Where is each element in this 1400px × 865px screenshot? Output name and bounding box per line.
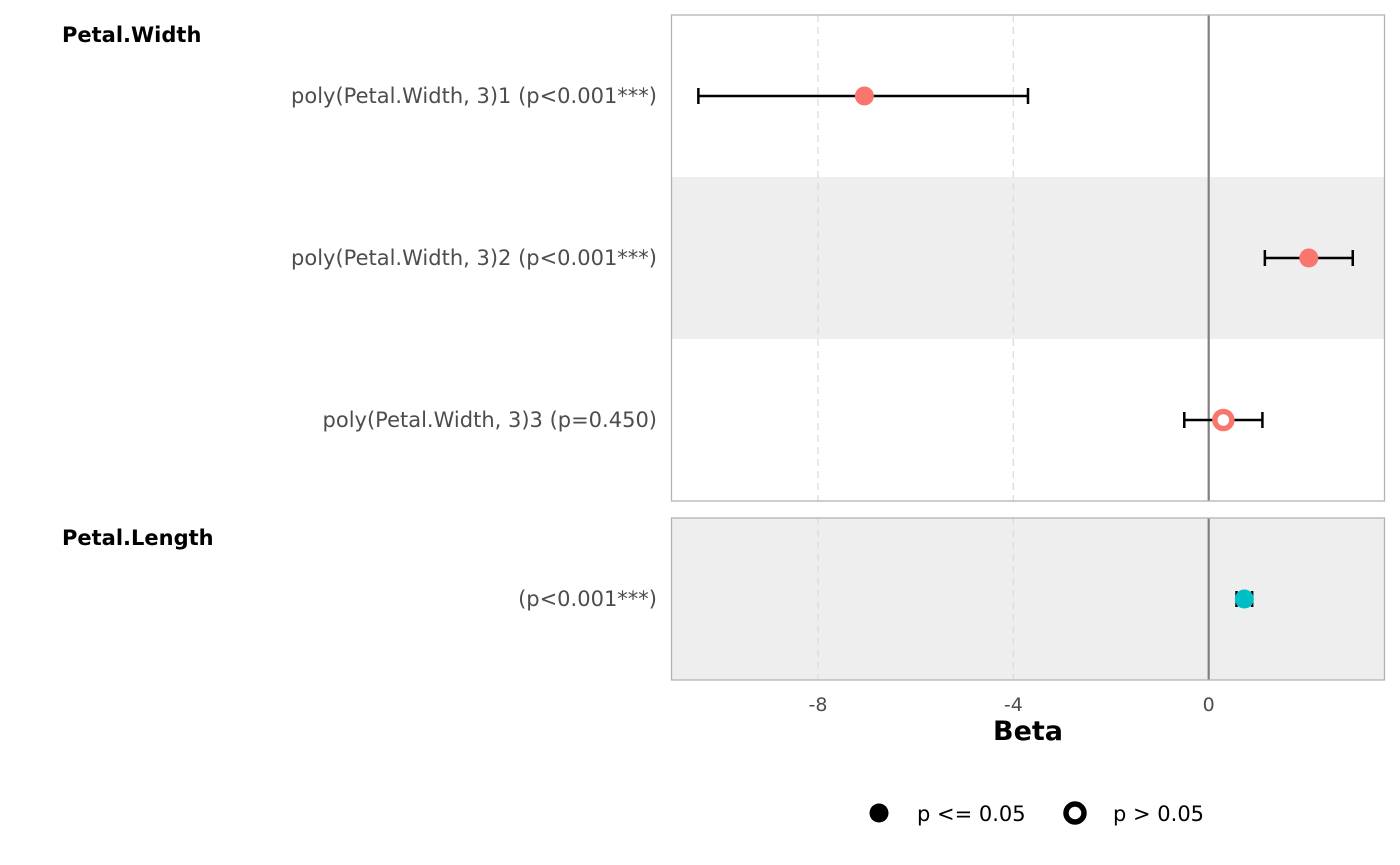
group-label: Petal.Length xyxy=(62,526,214,550)
estimate-point-open xyxy=(1212,408,1235,432)
legend-label: p <= 0.05 xyxy=(917,802,1026,826)
term-label: poly(Petal.Width, 3)1 (p<0.001***) xyxy=(291,84,657,108)
term-label: (p<0.001***) xyxy=(518,587,657,611)
estimate-point xyxy=(854,86,874,106)
x-axis-title: Beta xyxy=(993,716,1063,747)
panels-layer xyxy=(670,14,1386,681)
legend-key-filled xyxy=(869,803,889,823)
x-axis: Beta -8 -4 0 xyxy=(809,694,1215,747)
marks-layer xyxy=(697,86,1355,609)
panel-border xyxy=(670,517,1386,681)
estimate-point xyxy=(1299,248,1319,268)
x-tick-label: -4 xyxy=(1004,694,1023,716)
x-tick-label: 0 xyxy=(1203,694,1215,716)
group-label: Petal.Width xyxy=(62,23,201,47)
row-stripe xyxy=(671,518,1385,680)
x-tick-label: -8 xyxy=(809,694,828,716)
term-label: poly(Petal.Width, 3)3 (p=0.450) xyxy=(323,408,657,432)
legend: p <= 0.05 p > 0.05 xyxy=(869,801,1204,826)
panel-border xyxy=(670,14,1386,502)
legend-key-open xyxy=(1063,801,1087,825)
legend-label: p > 0.05 xyxy=(1113,802,1204,826)
term-label: poly(Petal.Width, 3)2 (p<0.001***) xyxy=(291,246,657,270)
estimate-point xyxy=(1234,589,1254,609)
labels-layer: Petal.Width poly(Petal.Width, 3)1 (p<0.00… xyxy=(62,23,657,611)
